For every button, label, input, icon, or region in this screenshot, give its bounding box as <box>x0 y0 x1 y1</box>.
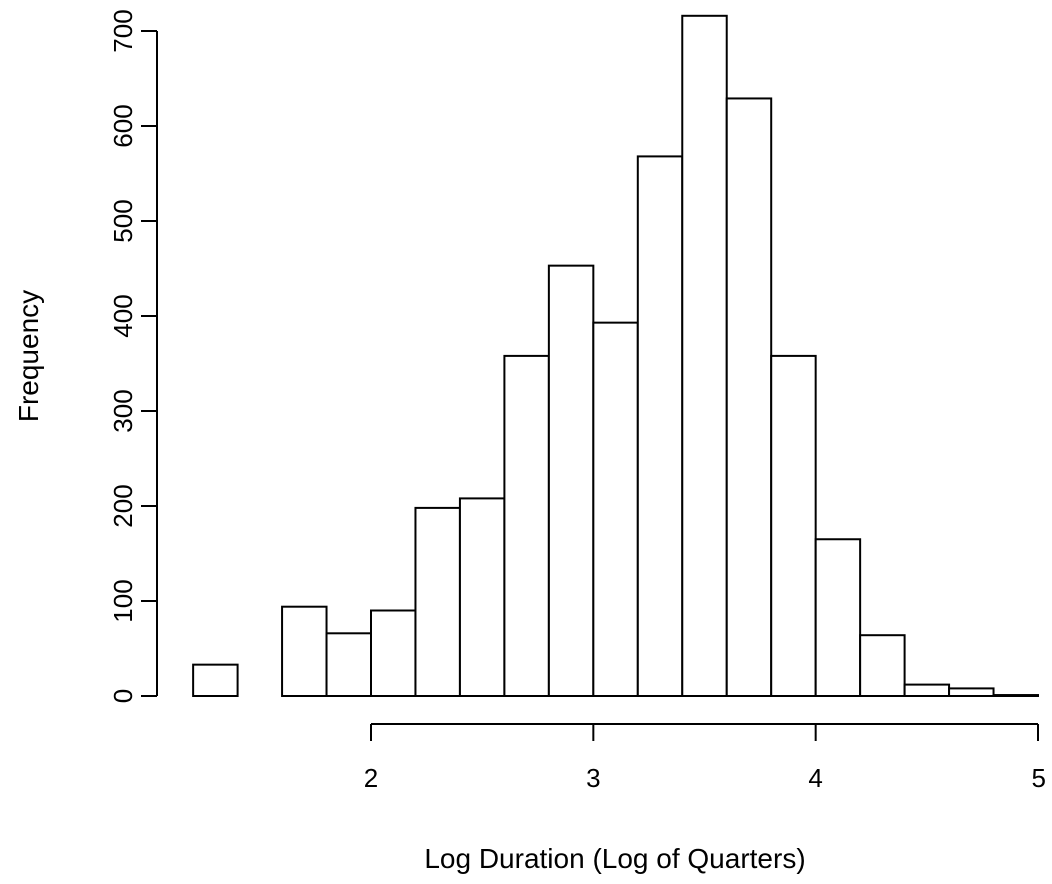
histogram-bar <box>814 538 862 697</box>
bars-group <box>192 14 1039 698</box>
x-tick-label: 2 <box>364 763 378 793</box>
histogram-bar <box>370 609 417 697</box>
histogram-bar <box>948 687 995 698</box>
histogram-bar <box>547 264 595 697</box>
y-tick-label: 600 <box>108 104 138 147</box>
y-tick-label: 700 <box>108 9 138 52</box>
y-axis-ticks: 0 100 200 300 400 500 600 700 <box>108 9 157 703</box>
histogram-bar <box>859 634 906 698</box>
histogram-bar <box>903 683 951 697</box>
x-axis-title: Log Duration (Log of Quarters) <box>424 843 805 874</box>
histogram-bar <box>414 506 461 697</box>
y-tick-label: 300 <box>108 389 138 432</box>
y-tick-label: 0 <box>108 689 138 703</box>
histogram-bar <box>503 354 550 697</box>
x-tick-label: 4 <box>808 763 822 793</box>
y-tick-label: 100 <box>108 579 138 622</box>
histogram-bar <box>325 632 372 697</box>
x-axis-ticks: 2 3 4 5 <box>364 724 1046 793</box>
x-tick-label: 5 <box>1032 763 1046 793</box>
histogram-bar <box>192 663 239 698</box>
histogram-bar <box>281 605 328 698</box>
y-tick-label: 400 <box>108 294 138 337</box>
histogram-bar <box>725 97 773 697</box>
y-axis-title: Frequency <box>13 290 44 422</box>
histogram-bar <box>992 694 1039 697</box>
histogram-bar <box>592 321 639 697</box>
histogram-bar <box>458 497 506 697</box>
y-tick-label: 200 <box>108 484 138 527</box>
histogram-bar <box>770 354 817 697</box>
y-tick-label: 500 <box>108 199 138 242</box>
histogram-bar <box>681 14 728 698</box>
histogram-bar <box>636 155 684 697</box>
x-tick-label: 3 <box>586 763 600 793</box>
